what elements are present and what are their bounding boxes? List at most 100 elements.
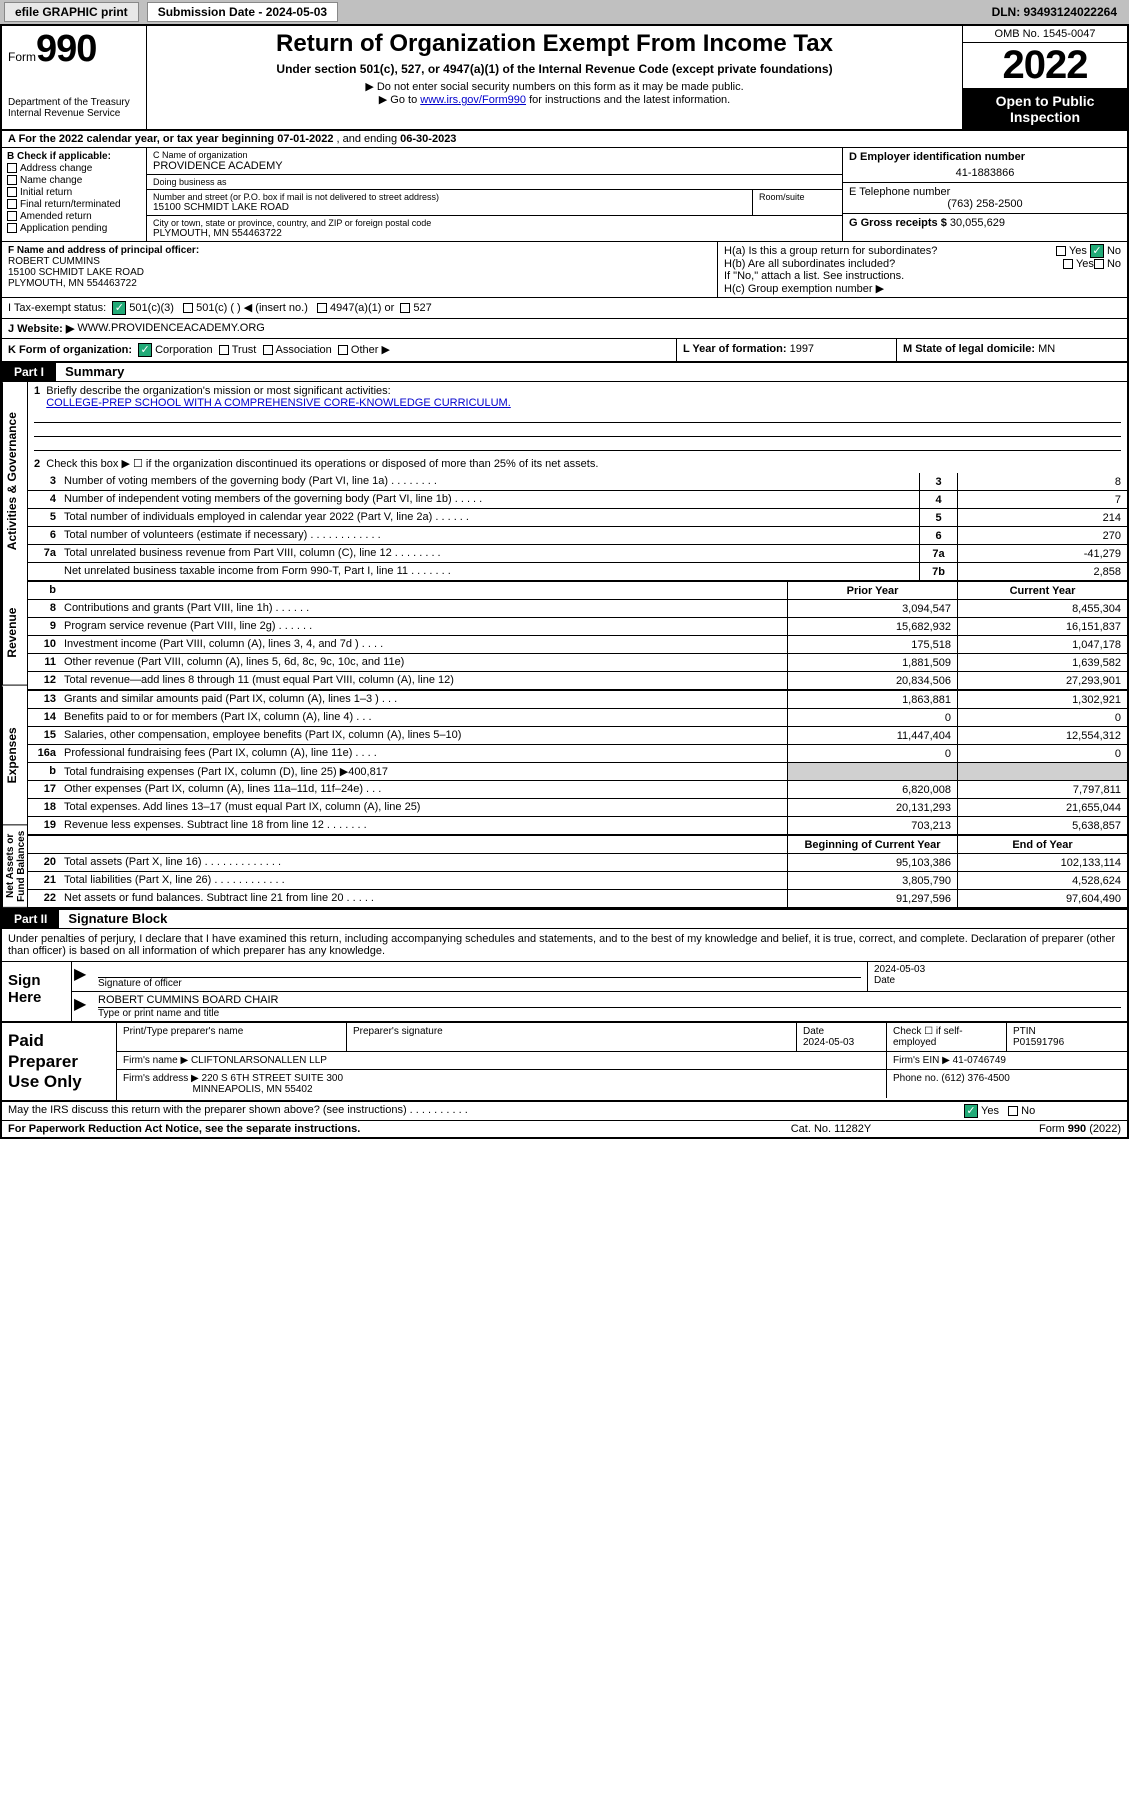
paid-preparer-label: Paid Preparer Use Only [2,1023,117,1100]
col-d-right: D Employer identification number 41-1883… [842,148,1127,241]
sig-arrow-icon: ▶ [72,962,92,991]
i-4947-cb[interactable] [317,303,327,313]
i-501c-cb[interactable] [183,303,193,313]
discuss-text: May the IRS discuss this return with the… [8,1104,961,1118]
prep-ptin-hdr: PTIN [1013,1026,1121,1037]
summary-line: 13Grants and similar amounts paid (Part … [28,691,1127,709]
form-footer: Form 990 (2022) [941,1123,1121,1135]
cb-application[interactable]: Application pending [7,223,141,234]
sig-name-label: Type or print name and title [98,1008,1121,1019]
sidetab-governance: Activities & Governance [2,382,28,581]
summary-line: 9Program service revenue (Part VIII, lin… [28,618,1127,636]
summary-line: 11Other revenue (Part VIII, column (A), … [28,654,1127,672]
dln: DLN: 93493124022264 [992,5,1117,19]
summary-line: 20Total assets (Part X, line 16) . . . .… [28,854,1127,872]
i-label: I Tax-exempt status: [8,302,106,314]
omb-number: OMB No. 1545-0047 [963,26,1127,43]
room-label: Room/suite [752,190,842,215]
k-other-cb[interactable] [338,345,348,355]
hc-label: H(c) Group exemption number ▶ [724,282,1121,295]
header-title-cell: Return of Organization Exempt From Incom… [147,26,962,129]
cat-no: Cat. No. 11282Y [721,1123,941,1135]
summary-line: 8Contributions and grants (Part VIII, li… [28,600,1127,618]
colhdr-current: Current Year [957,582,1127,599]
f-addr2: PLYMOUTH, MN 554463722 [8,278,711,289]
form-container: Form990 Department of the Treasury Inter… [0,24,1129,1139]
summary-line: 12Total revenue—add lines 8 through 11 (… [28,672,1127,690]
tax-year: 2022 [963,43,1127,89]
prep-date-val: 2024-05-03 [803,1037,880,1048]
sig-name-value: ROBERT CUMMINS BOARD CHAIR [98,994,1121,1008]
summary-line: 14Benefits paid to or for members (Part … [28,709,1127,727]
j-website: WWW.PROVIDENCEACADEMY.ORG [77,322,264,335]
hb-no-cb[interactable] [1094,259,1104,269]
f-label: F Name and address of principal officer: [8,245,711,256]
l-label: L Year of formation: [683,343,787,355]
cb-address-change[interactable]: Address change [7,163,141,174]
part2-label: Part II [2,910,59,928]
summary-line: 16aProfessional fundraising fees (Part I… [28,745,1127,763]
summary-line: 6Total number of volunteers (estimate if… [28,527,1127,545]
cb-amended[interactable]: Amended return [7,211,141,222]
col-b-checkboxes: B Check if applicable: Address change Na… [2,148,147,241]
mission-text: COLLEGE-PREP SCHOOL WITH A COMPREHENSIVE… [46,397,511,409]
prep-name-hdr: Print/Type preparer's name [117,1023,347,1051]
org-name-label: C Name of organization [153,150,836,160]
summary-line: bTotal fundraising expenses (Part IX, co… [28,763,1127,781]
summary-section: Activities & Governance Revenue Expenses… [2,382,1127,910]
colhdr-row: b Prior Year Current Year [28,582,1127,600]
firm-addr1: 220 S 6TH STREET SUITE 300 [202,1073,344,1084]
cb-name-change[interactable]: Name change [7,175,141,186]
row-klm: K Form of organization: ✓Corporation Tru… [2,339,1127,363]
hb-label: H(b) Are all subordinates included? [724,258,1063,270]
k-corp-cb[interactable]: ✓ [138,343,152,357]
part1-title: Summary [59,364,124,379]
sig-date-label: Date [874,975,1121,986]
i-527-cb[interactable] [400,303,410,313]
firm-addr2: MINNEAPOLIS, MN 55402 [192,1084,312,1095]
i-501c3-cb[interactable]: ✓ [112,301,126,315]
k-trust-cb[interactable] [219,345,229,355]
signature-block: Under penalties of perjury, I declare th… [2,929,1127,1023]
cb-final-return[interactable]: Final return/terminated [7,199,141,210]
summary-line: 18Total expenses. Add lines 13–17 (must … [28,799,1127,817]
gross-value: 30,055,629 [950,217,1005,229]
summary-line: 3Number of voting members of the governi… [28,473,1127,491]
discuss-yes-cb[interactable]: ✓ [964,1104,978,1118]
ha-label: H(a) Is this a group return for subordin… [724,245,1056,257]
form-id-cell: Form990 Department of the Treasury Inter… [2,26,147,129]
form-label: Form [8,50,36,64]
tel-label: E Telephone number [849,186,1121,198]
cb-initial-return[interactable]: Initial return [7,187,141,198]
ha-no-cb[interactable]: ✓ [1090,244,1104,258]
org-name: PROVIDENCE ACADEMY [153,160,836,172]
topbar: efile GRAPHIC print Submission Date - 20… [0,0,1129,24]
row-a-tax-year: A For the 2022 calendar year, or tax yea… [2,131,1127,148]
efile-print-button[interactable]: efile GRAPHIC print [4,2,139,22]
k-assoc-cb[interactable] [263,345,273,355]
form-header: Form990 Department of the Treasury Inter… [2,26,1127,131]
form-note1: ▶ Do not enter social security numbers o… [157,80,952,93]
addr-label: Number and street (or P.O. box if mail i… [153,192,746,202]
paid-preparer-block: Paid Preparer Use Only Print/Type prepar… [2,1023,1127,1102]
ein-label: D Employer identification number [849,151,1121,163]
summary-line: 7aTotal unrelated business revenue from … [28,545,1127,563]
part1-label: Part I [2,363,56,381]
submission-date: Submission Date - 2024-05-03 [147,2,338,22]
part2-title: Signature Block [62,911,167,926]
tel-value: (763) 258-2500 [849,198,1121,210]
summary-body: 1 Briefly describe the organization's mi… [28,382,1127,908]
firm-name-label: Firm's name ▶ [123,1055,188,1066]
prep-sig-hdr: Preparer's signature [347,1023,797,1051]
sig-officer-label: Signature of officer [98,978,861,989]
irs-link[interactable]: www.irs.gov/Form990 [420,94,526,106]
summary-line: 19Revenue less expenses. Subtract line 1… [28,817,1127,835]
discuss-no-cb[interactable] [1008,1106,1018,1116]
prep-selfemp: Check ☐ if self-employed [887,1023,1007,1051]
m-value: MN [1038,343,1055,355]
ha-yes-cb[interactable] [1056,246,1066,256]
block-bcd: B Check if applicable: Address change Na… [2,148,1127,242]
hb-yes-cb[interactable] [1063,259,1073,269]
prep-date-hdr: Date [803,1026,880,1037]
ein-value: 41-1883866 [849,167,1121,179]
